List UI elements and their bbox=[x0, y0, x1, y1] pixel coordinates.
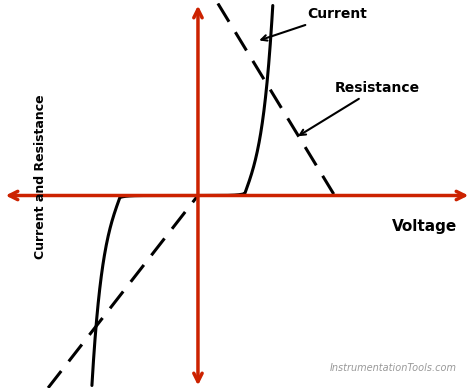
Text: Voltage: Voltage bbox=[392, 219, 457, 234]
Text: Current: Current bbox=[261, 7, 367, 41]
Text: InstrumentationTools.com: InstrumentationTools.com bbox=[330, 363, 457, 373]
Text: Resistance: Resistance bbox=[300, 81, 419, 135]
Text: Current and Resistance: Current and Resistance bbox=[34, 94, 47, 258]
